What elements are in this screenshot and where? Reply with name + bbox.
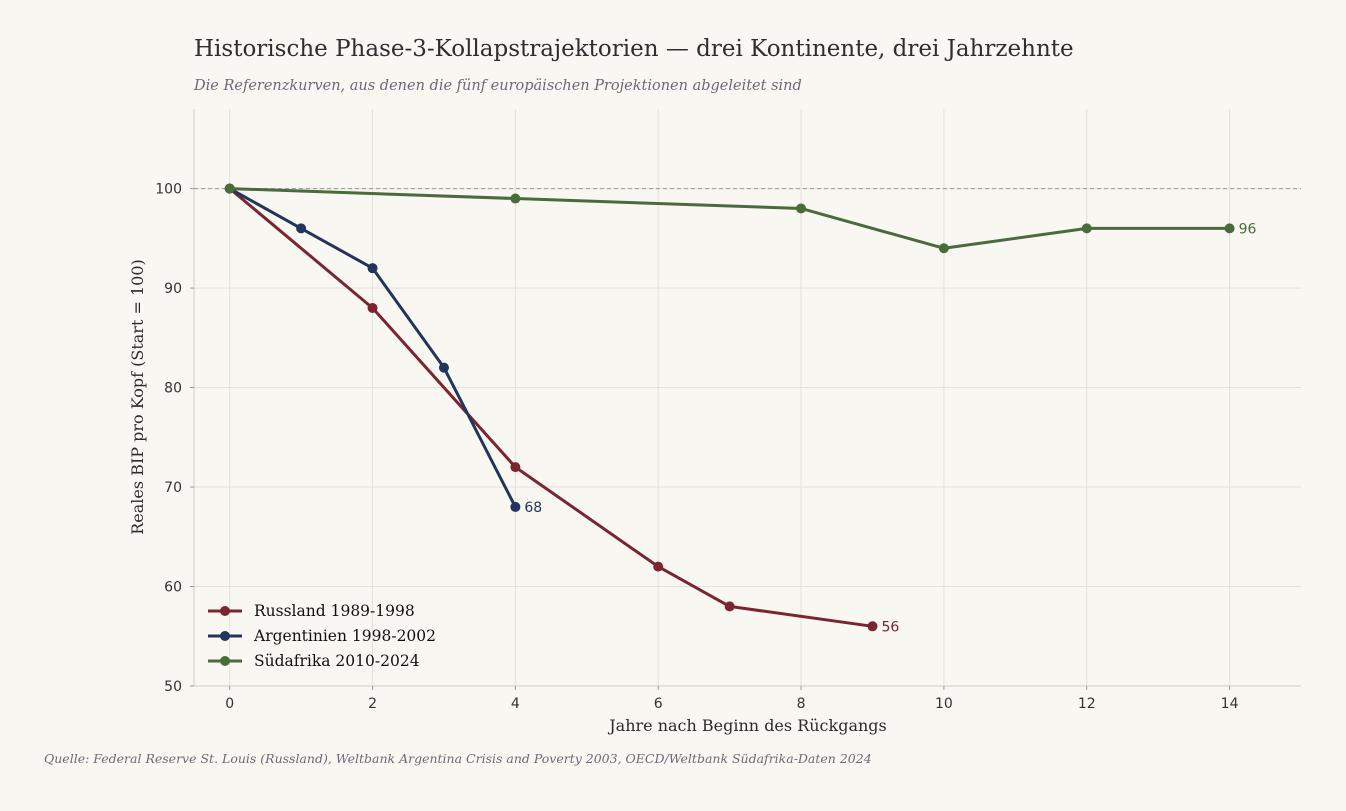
data-point bbox=[724, 601, 735, 612]
chart-title: Historische Phase-3-Kollapstrajektorien … bbox=[194, 36, 1074, 62]
x-tick-label: 10 bbox=[935, 696, 953, 712]
data-point bbox=[510, 501, 521, 512]
series-group: 56 68 96 bbox=[224, 183, 1257, 635]
series-3: 96 bbox=[224, 183, 1257, 254]
legend-label: Südafrika 2010-2024 bbox=[254, 652, 420, 670]
data-point bbox=[938, 243, 949, 254]
legend-item: Argentinien 1998-2002 bbox=[208, 627, 436, 645]
series-line bbox=[228, 187, 1232, 250]
grid bbox=[194, 109, 1301, 687]
chart-subtitle: Die Referenzkurven, aus denen die fünf e… bbox=[194, 78, 802, 94]
x-tick-label: 0 bbox=[225, 696, 234, 712]
end-value-label: 56 bbox=[881, 619, 899, 635]
y-axis-label: Reales BIP pro Kopf (Start = 100) bbox=[128, 259, 147, 535]
x-tick-label: 6 bbox=[654, 696, 663, 712]
x-tick-label: 8 bbox=[797, 696, 806, 712]
x-tick-label: 2 bbox=[368, 696, 377, 712]
end-value-label: 96 bbox=[1239, 221, 1257, 237]
legend: Russland 1989-1998 Argentinien 1998-2002 S… bbox=[208, 602, 436, 670]
x-axis-label: Jahre nach Beginn des Rückgangs bbox=[607, 716, 887, 735]
end-value-label: 68 bbox=[524, 500, 542, 516]
legend-item: Russland 1989-1998 bbox=[208, 602, 415, 620]
x-tick-label: 4 bbox=[511, 696, 520, 712]
data-point bbox=[438, 362, 449, 373]
y-tick-label: 100 bbox=[155, 182, 182, 198]
source-note: Quelle: Federal Reserve St. Louis (Russl… bbox=[44, 751, 872, 766]
data-point bbox=[367, 263, 378, 274]
legend-swatch-marker bbox=[220, 606, 230, 616]
legend-swatch-marker bbox=[220, 631, 230, 641]
y-tick-label: 80 bbox=[164, 381, 182, 397]
series-line bbox=[228, 187, 874, 628]
y-tick-label: 70 bbox=[164, 480, 182, 496]
data-point bbox=[867, 621, 878, 632]
y-tick-label: 60 bbox=[164, 580, 182, 596]
legend-label: Argentinien 1998-2002 bbox=[253, 627, 436, 645]
data-point bbox=[1081, 223, 1092, 234]
series-1: 56 bbox=[224, 183, 899, 635]
x-tick-label: 14 bbox=[1221, 696, 1239, 712]
data-point bbox=[296, 223, 307, 234]
y-tick-label: 50 bbox=[164, 679, 182, 695]
axes bbox=[193, 109, 1301, 687]
data-point bbox=[224, 183, 235, 194]
y-tick-label: 90 bbox=[164, 281, 182, 297]
x-tick-label: 12 bbox=[1078, 696, 1096, 712]
data-point bbox=[1224, 223, 1235, 234]
legend-label: Russland 1989-1998 bbox=[254, 602, 415, 620]
legend-item: Südafrika 2010-2024 bbox=[208, 652, 420, 670]
data-point bbox=[653, 561, 664, 572]
data-point bbox=[796, 203, 807, 214]
series-2: 68 bbox=[224, 183, 542, 516]
data-point bbox=[367, 302, 378, 313]
legend-swatch-marker bbox=[220, 656, 230, 666]
data-point bbox=[510, 193, 521, 204]
data-point bbox=[510, 462, 521, 473]
